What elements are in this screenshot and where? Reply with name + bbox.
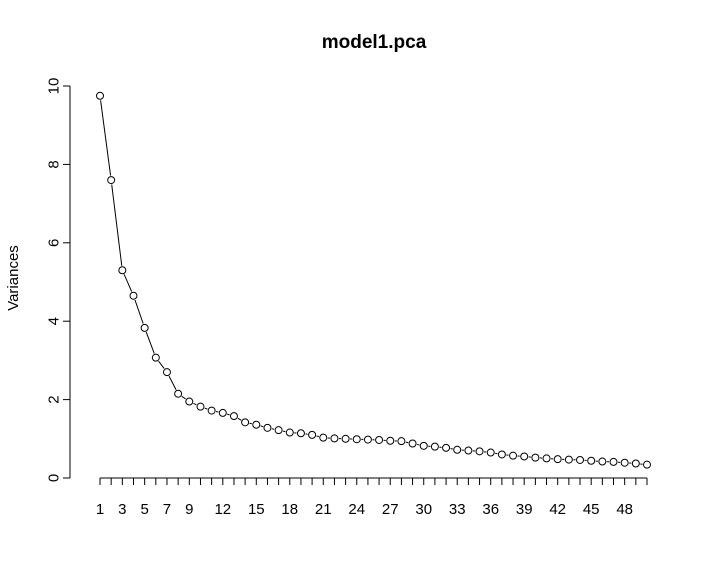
data-point [285, 428, 294, 437]
series-segment [111, 184, 123, 266]
data-point [319, 433, 328, 442]
data-point [107, 176, 116, 185]
x-tick-label: 27 [382, 501, 399, 518]
series-segment [204, 407, 208, 410]
data-point [587, 456, 596, 465]
x-tick-label: 7 [163, 501, 171, 518]
data-point [352, 435, 361, 444]
data-point [140, 323, 149, 332]
data-point [576, 455, 585, 464]
x-tick-label: 39 [516, 501, 533, 518]
x-tick-label: 48 [616, 501, 633, 518]
y-tick-label: 2 [45, 395, 62, 403]
y-tick-label: 8 [45, 160, 62, 168]
data-point [386, 436, 395, 445]
data-point [397, 437, 406, 446]
x-tick-label: 36 [482, 501, 499, 518]
data-point [408, 439, 417, 448]
x-tick-label: 18 [281, 501, 298, 518]
x-axis: 1 3 5 7 9 12 15 18 21 24 27 30 33 36 39 42 45 48 [96, 477, 648, 518]
series-segment [100, 100, 112, 176]
series-segment [158, 360, 165, 369]
variance-series [96, 91, 651, 469]
y-axis: 0 2 4 6 8 10 [45, 78, 71, 482]
data-point [330, 434, 339, 443]
data-point [296, 429, 305, 438]
data-point [252, 420, 261, 429]
series-segment [168, 375, 177, 390]
data-point [553, 455, 562, 464]
y-axis-label: Variances [5, 245, 22, 311]
data-point [442, 443, 451, 452]
series-segment [226, 413, 230, 416]
data-point [643, 460, 651, 469]
x-tick-label: 30 [415, 501, 432, 518]
x-tick-label: 24 [348, 501, 365, 518]
x-tick-label: 45 [583, 501, 600, 518]
data-point [375, 435, 384, 444]
data-point [185, 397, 194, 406]
data-point [509, 451, 518, 460]
data-point [274, 426, 283, 435]
y-tick-label: 4 [45, 317, 62, 325]
data-point [263, 423, 272, 432]
data-point [196, 402, 205, 411]
data-point [542, 454, 551, 463]
data-point [229, 412, 238, 421]
data-point [308, 430, 317, 439]
x-tick-label: 1 [96, 501, 104, 518]
series-segment [181, 395, 186, 400]
series-segment [123, 274, 133, 292]
data-point [564, 455, 573, 464]
x-tick-label: 33 [449, 501, 466, 518]
data-point [162, 368, 171, 377]
x-tick-label: 9 [185, 501, 193, 518]
data-point [520, 452, 529, 461]
data-point [174, 389, 183, 398]
y-tick-label: 6 [45, 239, 62, 247]
chart-title: model1.pca [322, 32, 427, 53]
data-point [497, 450, 506, 459]
series-segment [145, 331, 155, 354]
series-segment [237, 417, 242, 421]
data-point [118, 266, 127, 275]
data-point [609, 457, 618, 466]
data-point [453, 445, 462, 454]
data-point [363, 435, 372, 444]
data-point [241, 418, 250, 427]
data-point [464, 446, 473, 455]
series-segment [134, 299, 144, 324]
y-tick-label: 0 [45, 474, 62, 482]
data-point [486, 448, 495, 457]
x-tick-label: 3 [118, 501, 126, 518]
data-point [341, 434, 350, 443]
x-tick-label: 21 [315, 501, 332, 518]
data-point [620, 458, 629, 467]
data-point [218, 408, 227, 417]
data-point [129, 291, 138, 300]
data-point [475, 447, 484, 456]
data-point [631, 459, 640, 468]
series-segment [316, 435, 320, 438]
data-point [151, 353, 160, 362]
data-point [419, 441, 428, 450]
data-point [598, 457, 607, 466]
data-point [207, 406, 216, 415]
data-point [96, 91, 104, 100]
series-segment [260, 425, 264, 428]
series-segment [193, 402, 197, 406]
x-tick-label: 42 [549, 501, 566, 518]
y-tick-label: 10 [45, 78, 62, 95]
data-point [430, 442, 439, 451]
x-tick-label: 5 [140, 501, 148, 518]
data-point [531, 453, 540, 462]
x-tick-label: 15 [248, 501, 265, 518]
x-tick-label: 12 [214, 501, 231, 518]
